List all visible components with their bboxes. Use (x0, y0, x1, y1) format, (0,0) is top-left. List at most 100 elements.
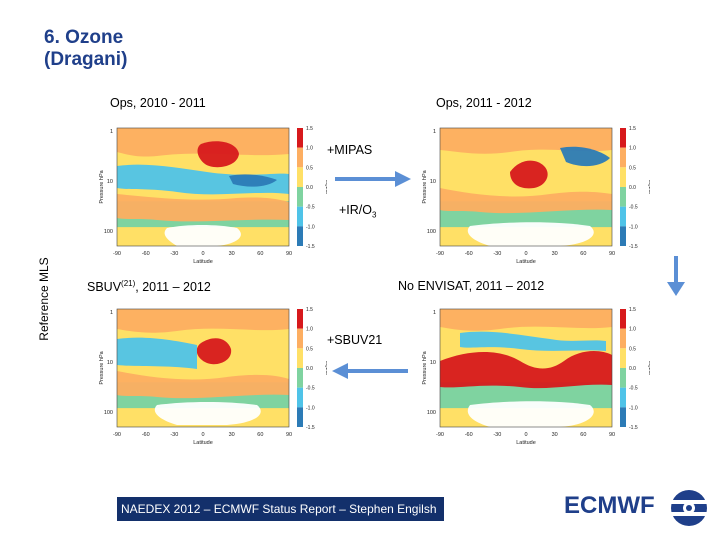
contour-region-1 (197, 141, 239, 168)
y-tick-label: 1 (110, 129, 113, 135)
colorbar: 1.5 1.0 0.5 0.0 -0.5 -1.0 -1.5 mg/kg (297, 307, 327, 431)
footer-bar (117, 497, 444, 521)
x-tick-label: -60 (465, 432, 473, 438)
x-tick-label: -30 (493, 251, 501, 257)
colorbar-tick-label: -1.0 (629, 224, 638, 230)
colorbar-segment (297, 407, 303, 427)
colorbar-tick-label: -1.5 (629, 244, 638, 250)
ecmwf-brand: ECMWF (564, 492, 655, 519)
x-tick-label: 90 (609, 251, 615, 257)
x-axis-label: Latitude (193, 259, 213, 265)
experiment-label-mipas: +MIPAS (327, 143, 373, 157)
experiment-label-sbuv21: +SBUV21 (327, 333, 383, 347)
colorbar-unit-label: mg/kg (325, 180, 327, 194)
left-arrow-icon (332, 363, 408, 379)
colorbar-tick-label: 0.0 (629, 366, 636, 372)
ecmwf-logo-icon (671, 490, 707, 526)
colorbar-segment (620, 348, 626, 368)
x-tick-label: 30 (552, 251, 558, 257)
colorbar-tick-label: -0.5 (629, 386, 638, 392)
x-tick-label: 60 (257, 251, 263, 257)
x-tick-label: 0 (201, 432, 204, 438)
ozone-plot-bottom-left-svg: 1 10 100 -90 -60 -30 0 30 60 90 Latitude Pressure h… (99, 307, 327, 446)
ozone-plot-top-left-svg: 1 10 100 -90 -60 -30 0 30 60 90 Latitude Pressure h… (99, 126, 327, 265)
x-axis-label: Latitude (516, 259, 536, 265)
x-tick-label: 0 (524, 432, 527, 438)
contour-region-1 (510, 160, 548, 189)
colorbar-segment (297, 348, 303, 368)
colorbar-segment (620, 128, 626, 148)
x-tick-label: 90 (286, 432, 292, 438)
plot-frame (439, 308, 613, 428)
colorbar-segment (620, 407, 626, 427)
column-label-right: Ops, 2011 - 2012 (436, 96, 532, 110)
contour-region-3 (229, 174, 277, 187)
y-tick-label: 1 (110, 310, 113, 316)
colorbar-tick-label: -0.5 (306, 386, 315, 392)
x-tick-label: 60 (580, 432, 586, 438)
y-tick-label: 100 (104, 229, 113, 235)
ozone-plot-top-right-svg: 1 10 100 -90 -60 -30 0 30 60 90 Latitude Pressure h… (422, 126, 650, 265)
contour-region-3 (467, 401, 594, 427)
contour-region-2 (560, 146, 610, 167)
x-tick-label: -90 (436, 251, 444, 257)
x-axis-label: Latitude (516, 440, 536, 446)
colorbar-segment (620, 387, 626, 408)
row-label-left: SBUV(21), 2011 – 2012 (87, 279, 211, 294)
contour-region-0 (440, 309, 612, 331)
x-tick-label: -30 (170, 432, 178, 438)
colorbar-tick-label: 1.0 (629, 327, 636, 333)
colorbar-tick-label: 1.0 (629, 146, 636, 152)
colorbar-segment (620, 368, 626, 388)
contour-region-2 (117, 337, 197, 369)
colorbar-tick-label: 1.5 (629, 126, 636, 132)
colorbar-tick-label: 1.0 (306, 327, 313, 333)
x-tick-label: -90 (113, 251, 121, 257)
x-tick-label: 0 (201, 251, 204, 257)
x-tick-label: -30 (170, 251, 178, 257)
down-arrow-icon (667, 256, 685, 296)
contour-region-0 (117, 128, 289, 157)
colorbar-segment (620, 309, 626, 329)
plot-frame (116, 127, 290, 247)
x-tick-label: -60 (142, 251, 150, 257)
x-tick-label: 60 (580, 251, 586, 257)
colorbar-segment (620, 187, 626, 207)
contour-region-4 (117, 194, 289, 222)
colorbar-tick-label: -1.5 (629, 425, 638, 431)
slide-title: 6. Ozone (Dragani) (44, 27, 244, 71)
y-tick-label: 10 (430, 360, 436, 366)
colorbar-tick-label: 1.5 (306, 126, 313, 132)
x-tick-label: -90 (436, 432, 444, 438)
y-tick-label: 10 (107, 360, 113, 366)
colorbar-tick-label: 0.5 (306, 165, 313, 171)
row-axis-label: Reference MLS (37, 257, 51, 341)
colorbar: 1.5 1.0 0.5 0.0 -0.5 -1.0 -1.5 mg/kg (297, 126, 327, 250)
colorbar-tick-label: -1.0 (629, 405, 638, 411)
contour-region-5 (164, 225, 241, 246)
x-tick-label: -60 (142, 432, 150, 438)
colorbar-segment (297, 206, 303, 227)
row-label-right: No ENVISAT, 2011 – 2012 (398, 279, 545, 293)
colorbar-segment (297, 368, 303, 388)
experiment-label-ir-o3: +IR/O3 (339, 203, 376, 220)
colorbar-segment (297, 167, 303, 187)
colorbar-tick-label: 0.5 (306, 346, 313, 352)
title-line-2: (Dragani) (44, 49, 128, 70)
right-arrow-icon (335, 171, 411, 187)
colorbar-tick-label: 0.0 (629, 185, 636, 191)
colorbar-segment (620, 206, 626, 227)
x-tick-label: -30 (493, 432, 501, 438)
x-tick-label: 0 (524, 251, 527, 257)
y-axis-label: Pressure hPa (99, 350, 105, 384)
colorbar-segment (297, 328, 303, 349)
colorbar: 1.5 1.0 0.5 0.0 -0.5 -1.0 -1.5 mg/kg (620, 307, 650, 431)
colorbar-tick-label: -0.5 (629, 205, 638, 211)
colorbar-tick-label: -0.5 (306, 205, 315, 211)
footer-text: NAEDEX 2012 – ECMWF Status Report – Step… (121, 502, 437, 516)
x-tick-label: 90 (609, 432, 615, 438)
y-tick-label: 1 (433, 310, 436, 316)
y-axis-label: Pressure hPa (422, 169, 428, 203)
contour-region-0 (117, 309, 289, 333)
title-line-1: 6. Ozone (44, 27, 124, 48)
